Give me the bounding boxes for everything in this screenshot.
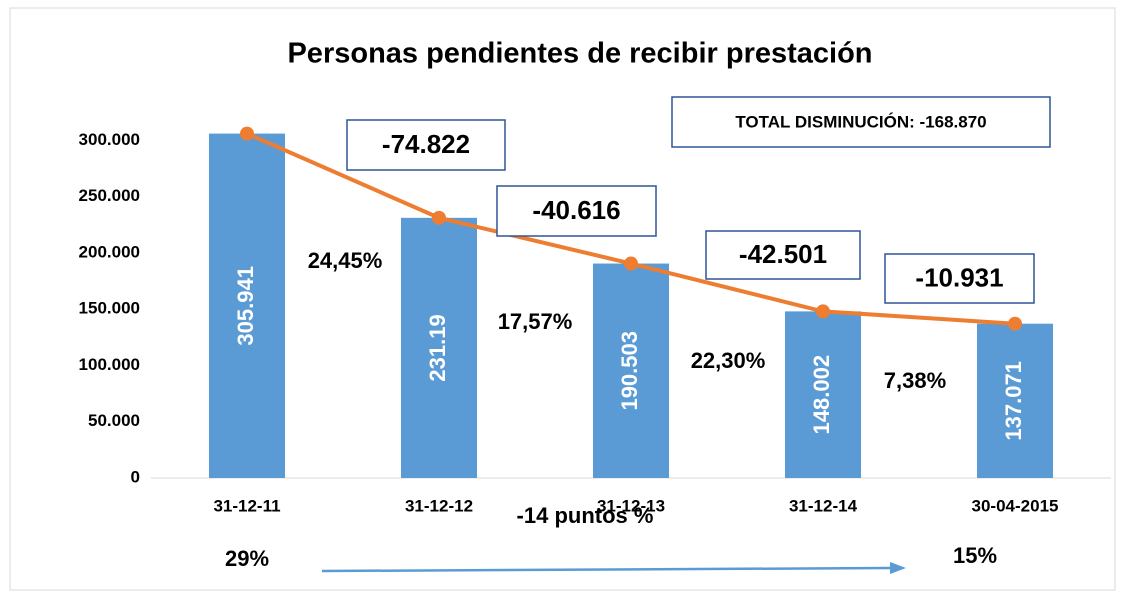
bar bbox=[785, 311, 861, 478]
x-tick-label: 31-12-12 bbox=[405, 496, 473, 515]
bar bbox=[401, 217, 477, 478]
total-label: TOTAL DISMINUCIÓN: -168.870 bbox=[735, 112, 986, 131]
change-box bbox=[705, 230, 861, 280]
y-tick-label: 0 bbox=[131, 467, 140, 486]
line-marker bbox=[624, 256, 638, 271]
change-box bbox=[496, 185, 657, 237]
percent-label: 17,57% bbox=[498, 309, 573, 334]
percent-label: 22,30% bbox=[691, 348, 766, 373]
chart-title: Personas pendientes de recibir prestació… bbox=[287, 38, 872, 70]
bottom-start: 29% bbox=[225, 546, 269, 571]
change-box bbox=[346, 119, 506, 171]
line-marker bbox=[432, 210, 446, 225]
y-tick-label: 300.000 bbox=[79, 130, 140, 149]
bar-value-label: 190.503 bbox=[617, 331, 642, 411]
x-tick-label: 31-12-14 bbox=[789, 496, 858, 515]
y-tick-label: 50.000 bbox=[88, 411, 140, 430]
x-tick-label: 30-04-2015 bbox=[972, 496, 1059, 515]
y-tick-label: 100.000 bbox=[79, 355, 140, 374]
bottom-end: 15% bbox=[953, 543, 997, 568]
bar bbox=[593, 263, 669, 478]
x-tick-label: 31-12-13 bbox=[597, 496, 665, 515]
line-marker bbox=[240, 126, 254, 141]
bar bbox=[977, 323, 1053, 478]
bar bbox=[209, 133, 285, 478]
change-label: -40.616 bbox=[532, 195, 620, 225]
y-tick-label: 250.000 bbox=[79, 186, 140, 205]
percent-label: 7,38% bbox=[884, 368, 946, 393]
bar-value-label: 137.071 bbox=[1001, 361, 1026, 441]
change-label: -42.501 bbox=[739, 239, 827, 269]
y-tick-label: 150.000 bbox=[79, 299, 140, 318]
bar-value-label: 148.002 bbox=[809, 355, 834, 435]
change-label: -10.931 bbox=[915, 262, 1003, 292]
bar-value-label: 231.19 bbox=[425, 314, 450, 381]
bottom-middle: -14 puntos % bbox=[517, 503, 654, 528]
change-label: -74.822 bbox=[382, 129, 470, 159]
arrow-head bbox=[890, 562, 906, 574]
total-box bbox=[671, 96, 1051, 148]
line-marker bbox=[1008, 316, 1022, 331]
arrow-shaft bbox=[321, 566, 894, 573]
bar-value-label: 305.941 bbox=[233, 266, 258, 346]
change-box bbox=[884, 253, 1035, 304]
y-tick-label: 200.000 bbox=[79, 242, 140, 261]
percent-label: 24,45% bbox=[308, 248, 383, 273]
line-marker bbox=[816, 304, 830, 319]
x-tick-label: 31-12-11 bbox=[213, 496, 280, 515]
